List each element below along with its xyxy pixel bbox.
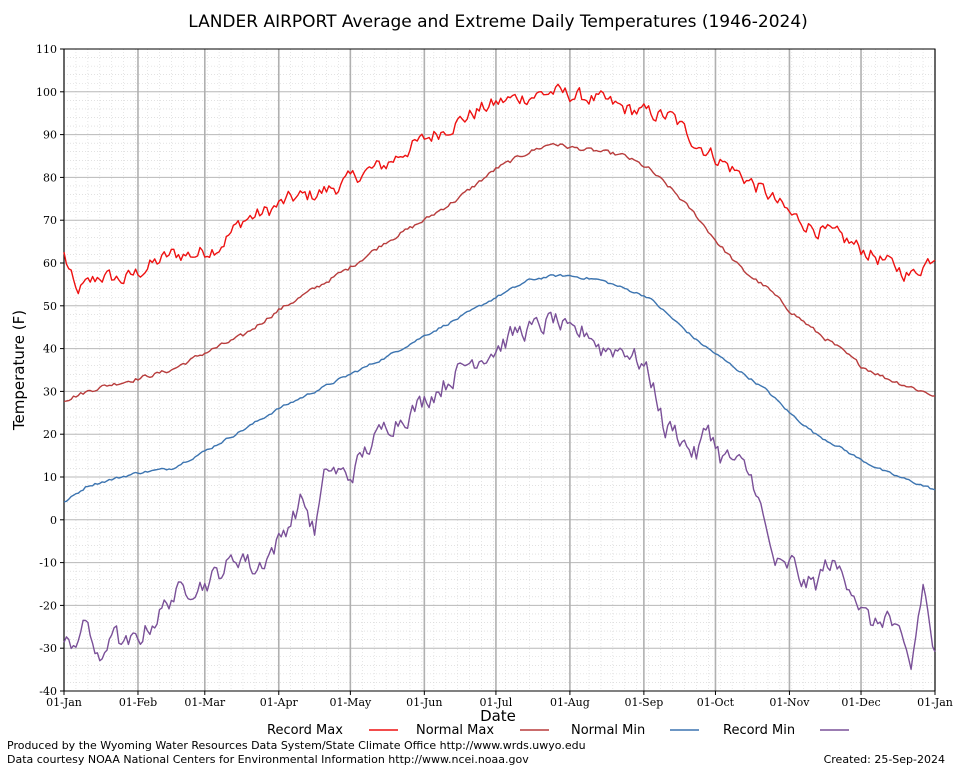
x-tick-label: 01-Jun — [406, 696, 442, 709]
legend-label-normal-max: Normal Max — [416, 723, 494, 738]
y-tick-label: 30 — [43, 385, 57, 398]
grid — [63, 48, 936, 692]
y-tick-label: 70 — [43, 214, 57, 227]
x-tick-label: 01-May — [329, 696, 372, 709]
x-tick-label: 01-Apr — [260, 696, 299, 709]
y-tick-label: 80 — [43, 171, 57, 184]
footer-data-courtesy: Data courtesy NOAA National Centers for … — [7, 753, 529, 766]
series-line-normal-max — [63, 142, 936, 403]
x-tick-label: 01-Sep — [624, 696, 663, 709]
series-line-record-min — [63, 311, 936, 670]
y-tick-label: 10 — [43, 471, 57, 484]
legend-label-normal-min: Normal Min — [571, 723, 645, 738]
legend: Record Max Normal Max Normal Min Record … — [267, 723, 849, 738]
y-tick-label: -30 — [39, 642, 57, 655]
y-tick-label: -10 — [39, 557, 57, 570]
x-tick-label: 01-Jan — [917, 696, 953, 709]
y-tick-label: 40 — [43, 343, 57, 356]
y-tick-label: 60 — [43, 257, 57, 270]
x-tick-label: 01-Mar — [184, 696, 226, 709]
x-tick-label: 01-Oct — [697, 696, 735, 709]
legend-label-record-max: Record Max — [267, 723, 343, 738]
footer-created-date: Created: 25-Sep-2024 — [824, 753, 945, 766]
x-tick-label: 01-Feb — [119, 696, 157, 709]
y-axis-label: Temperature (F) — [10, 310, 28, 431]
y-tick-label: 110 — [36, 43, 57, 56]
y-tick-label: 100 — [36, 86, 57, 99]
y-tick-label: 50 — [43, 300, 57, 313]
footer-produced-by: Produced by the Wyoming Water Resources … — [7, 739, 586, 752]
chart-title: LANDER AIRPORT Average and Extreme Daily… — [188, 12, 808, 32]
series-line-record-max — [63, 83, 936, 295]
y-tick-label: 90 — [43, 129, 57, 142]
x-tick-label: 01-Jul — [480, 696, 513, 709]
x-tick-label: 01-Jan — [46, 696, 82, 709]
y-tick-label: -20 — [39, 599, 57, 612]
x-tick-label: 01-Aug — [550, 696, 590, 709]
x-tick-label: 01-Dec — [841, 696, 880, 709]
x-axis-label: Date — [480, 707, 516, 725]
y-tick-label: 20 — [43, 428, 57, 441]
plot-frame — [63, 48, 936, 692]
series-line-normal-min — [63, 273, 936, 503]
y-tick-label: 0 — [50, 514, 57, 527]
y-tick-label: -40 — [39, 685, 57, 698]
series-lines — [63, 83, 936, 670]
x-tick-labels: 01-Jan 01-Feb 01-Mar 01-Apr 01-May 01-Jun 01-J… — [46, 691, 953, 709]
x-tick-label: 01-Nov — [769, 696, 810, 709]
legend-label-record-min: Record Min — [723, 723, 795, 738]
